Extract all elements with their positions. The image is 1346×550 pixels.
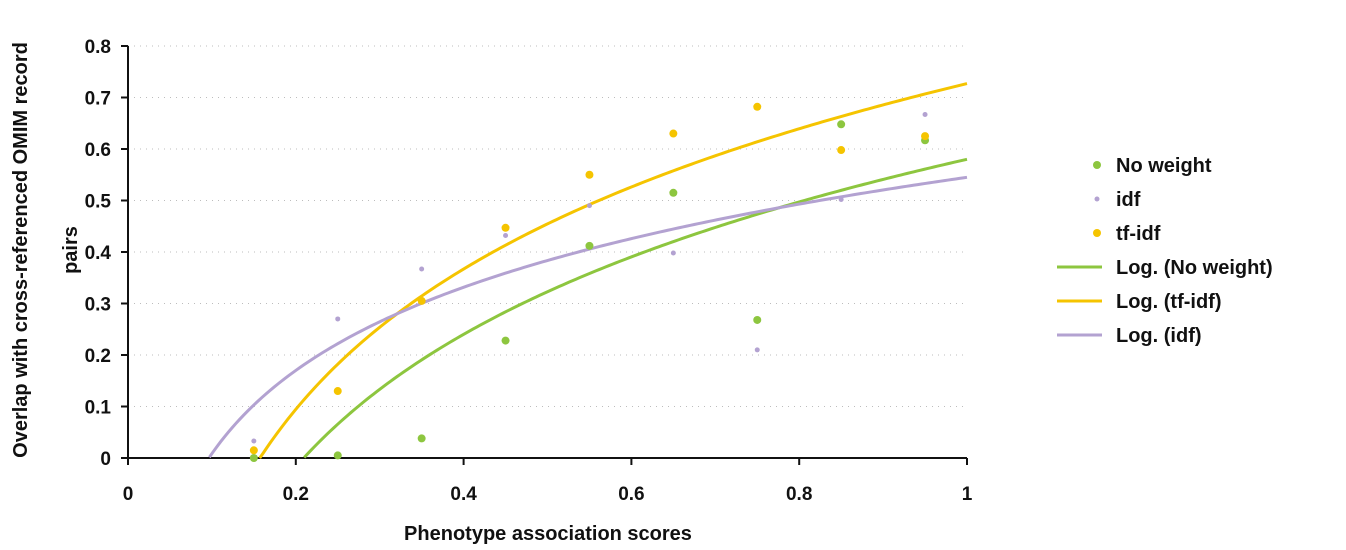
point-s2-1	[333, 387, 342, 396]
y-tick-label-5: 0.5	[85, 192, 112, 213]
y-axis-title: Overlap with cross-referenced OMIM recor…	[10, 42, 82, 458]
x-tick-label-3: 0.6	[618, 484, 644, 505]
trendline-0	[303, 157, 968, 459]
point-s0-5	[669, 188, 678, 197]
point-s1-3	[503, 233, 509, 239]
x-axis-title: Phenotype association scores	[404, 523, 692, 545]
point-s0-6	[753, 315, 762, 324]
point-s2-8	[921, 132, 930, 141]
tick-labels: 0 0.1 0.2 0.3 0.4 0.5 0.6 0.7 0.8 0 0.2 0.4 0.6 0.8 1	[85, 37, 973, 505]
x-tick-label-4: 0.8	[786, 484, 812, 505]
trendline-2	[208, 175, 968, 459]
legend-label-5: Log. (idf)	[1116, 325, 1202, 347]
legend: No weight idf tf-idf Log. (No weight) Log. (…	[1057, 155, 1273, 347]
x-tick-label-2: 0.4	[450, 484, 477, 505]
point-s1-2	[419, 266, 425, 272]
legend-marker-0	[1093, 161, 1101, 169]
data-points	[249, 102, 930, 462]
point-s2-5	[669, 129, 678, 138]
point-s1-6	[754, 347, 760, 353]
x-tick-label-5: 1	[962, 484, 973, 505]
y-tick-label-0: 0	[100, 449, 111, 470]
point-s1-5	[670, 250, 676, 256]
axes	[121, 45, 968, 465]
point-s0-7	[837, 120, 846, 129]
y-tick-label-4: 0.4	[85, 243, 112, 264]
point-s2-6	[753, 102, 762, 111]
point-s1-0	[251, 438, 257, 444]
x-tick-label-1: 0.2	[283, 484, 309, 505]
x-tick-label-0: 0	[123, 484, 134, 505]
y-axis-title-line-1: Overlap with cross-referenced OMIM recor…	[10, 42, 32, 458]
point-s2-4	[585, 170, 594, 179]
point-s0-4	[585, 241, 594, 250]
legend-label-0: No weight	[1116, 155, 1212, 177]
gridlines	[128, 45, 967, 407]
legend-label-4: Log. (tf-idf)	[1116, 291, 1222, 313]
legend-label-1: idf	[1116, 189, 1141, 211]
legend-marker-2	[1093, 229, 1101, 237]
trendlines	[208, 82, 968, 459]
y-tick-label-3: 0.3	[85, 295, 111, 316]
y-tick-label-7: 0.7	[85, 89, 111, 110]
y-tick-label-8: 0.8	[85, 37, 111, 58]
point-s0-3	[501, 336, 510, 345]
point-s1-4	[586, 203, 592, 209]
y-tick-label-6: 0.6	[85, 140, 111, 161]
point-s2-7	[837, 146, 846, 155]
point-s1-1	[335, 316, 341, 322]
y-tick-label-2: 0.2	[85, 346, 111, 367]
point-s0-1	[333, 451, 342, 460]
legend-marker-1	[1094, 196, 1100, 202]
point-s0-0	[249, 454, 258, 462]
y-tick-label-1: 0.1	[85, 398, 112, 419]
point-s2-0	[249, 446, 258, 455]
point-s2-3	[501, 223, 510, 232]
legend-label-3: Log. (No weight)	[1116, 257, 1273, 279]
point-s2-2	[417, 296, 426, 305]
trendline-1	[258, 82, 968, 459]
legend-label-2: tf-idf	[1116, 223, 1161, 245]
y-axis-title-line-2: pairs	[60, 226, 82, 274]
point-s0-2	[417, 434, 426, 443]
point-s1-7	[838, 196, 844, 202]
point-s1-8	[922, 111, 928, 117]
